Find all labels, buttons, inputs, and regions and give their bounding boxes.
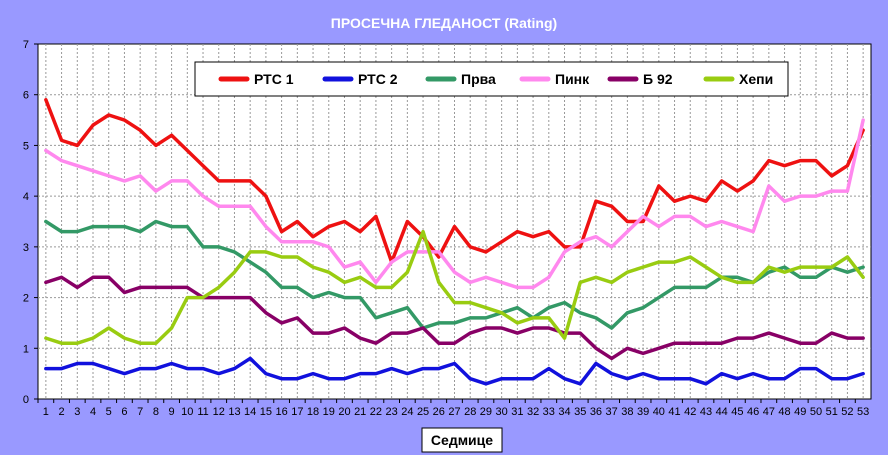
x-tick-label: 26: [433, 406, 445, 418]
x-tick-label: 18: [307, 406, 319, 418]
legend-label-2: РТС 2: [358, 71, 398, 87]
x-tick-label: 29: [480, 406, 492, 418]
x-tick-label: 10: [181, 406, 193, 418]
series-lines: [44, 98, 865, 386]
x-tick-label: 47: [763, 406, 775, 418]
x-tick-label: 13: [228, 406, 240, 418]
x-tick-label: 49: [794, 406, 806, 418]
legend-label-1: РТС 1: [254, 71, 294, 87]
x-tick-label: 48: [778, 406, 790, 418]
x-tick-label: 17: [291, 406, 303, 418]
x-tick-label: 40: [653, 406, 665, 418]
x-axis-label: Седмице: [421, 427, 503, 453]
x-tick-label: 46: [747, 406, 759, 418]
x-tick-label: 39: [637, 406, 649, 418]
x-tick-label: 28: [464, 406, 476, 418]
x-tick-label: 21: [354, 406, 366, 418]
x-tick-label: 33: [543, 406, 555, 418]
series-line-6: [44, 229, 865, 345]
series-line-1: [44, 98, 865, 264]
x-tick-label: 22: [370, 406, 382, 418]
x-tick-label: 8: [153, 406, 159, 418]
x-tick-label: 38: [621, 406, 633, 418]
y-tick-label: 6: [23, 90, 29, 102]
x-tick-label: 2: [59, 406, 65, 418]
x-tick-label: 23: [386, 406, 398, 418]
x-tick-label: 37: [606, 406, 618, 418]
x-tick-label: 45: [731, 406, 743, 418]
series-line-2: [44, 356, 865, 386]
legend-label-6: Хепи: [739, 71, 773, 87]
x-tick-label: 41: [668, 406, 680, 418]
x-tick-label: 20: [338, 406, 350, 418]
y-tick-label: 1: [23, 343, 29, 355]
x-tick-label: 35: [574, 406, 586, 418]
x-tick-label: 3: [74, 406, 80, 418]
x-tick-label: 6: [121, 406, 127, 418]
legend-box: [194, 61, 789, 97]
y-tick-label: 0: [23, 394, 29, 406]
chart-title: ПРОСЕЧНА ГЛЕДАНОСТ (Rating): [331, 15, 557, 31]
legend: РТС 1 РТС 2 Прва Пинк Б 92 Хепи: [194, 61, 789, 97]
series-line-5: [44, 275, 865, 361]
x-tick-label: 51: [826, 406, 838, 418]
x-tick-label: 31: [511, 406, 523, 418]
x-tick-label: 24: [401, 406, 413, 418]
legend-label-4: Пинк: [555, 71, 590, 87]
x-tick-label: 53: [857, 406, 869, 418]
x-axis-label-text: Седмице: [431, 432, 493, 448]
y-tick-label: 3: [23, 242, 29, 254]
x-tick-label: 32: [527, 406, 539, 418]
x-axis-label-box: [421, 427, 503, 453]
x-tick-label: 30: [496, 406, 508, 418]
x-tick-label: 5: [106, 406, 112, 418]
x-axis-ticks: 1 2 3 4 5 6 7 8 9 10 11 12 13 14 15 16 17 18 19 20 21 22 23 24 2…: [37, 399, 869, 418]
y-tick-label: 4: [23, 191, 29, 203]
y-axis-ticks: 0 1 2 3 4 5 6 7: [23, 39, 38, 406]
x-tick-label: 27: [448, 406, 460, 418]
x-tick-label: 9: [169, 406, 175, 418]
series-line-4: [44, 118, 865, 290]
x-tick-label: 12: [213, 406, 225, 418]
legend-label-5: Б 92: [643, 71, 673, 87]
x-tick-label: 50: [810, 406, 822, 418]
x-tick-label: 42: [684, 406, 696, 418]
x-tick-label: 25: [417, 406, 429, 418]
x-tick-label: 19: [323, 406, 335, 418]
x-tick-label: 14: [244, 406, 256, 418]
y-tick-label: 2: [23, 293, 29, 305]
x-tick-label: 34: [558, 406, 570, 418]
grid: [38, 44, 871, 399]
y-tick-label: 7: [23, 39, 29, 51]
x-tick-label: 4: [90, 406, 96, 418]
x-tick-label: 11: [197, 406, 208, 418]
legend-label-3: Прва: [461, 71, 496, 87]
x-tick-label: 1: [43, 406, 49, 418]
x-tick-label: 15: [260, 406, 272, 418]
x-tick-label: 16: [275, 406, 287, 418]
x-tick-label: 52: [841, 406, 853, 418]
y-tick-label: 5: [23, 140, 29, 152]
x-tick-label: 44: [716, 406, 728, 418]
x-tick-label: 7: [137, 406, 143, 418]
x-tick-label: 43: [700, 406, 712, 418]
x-tick-label: 36: [590, 406, 602, 418]
